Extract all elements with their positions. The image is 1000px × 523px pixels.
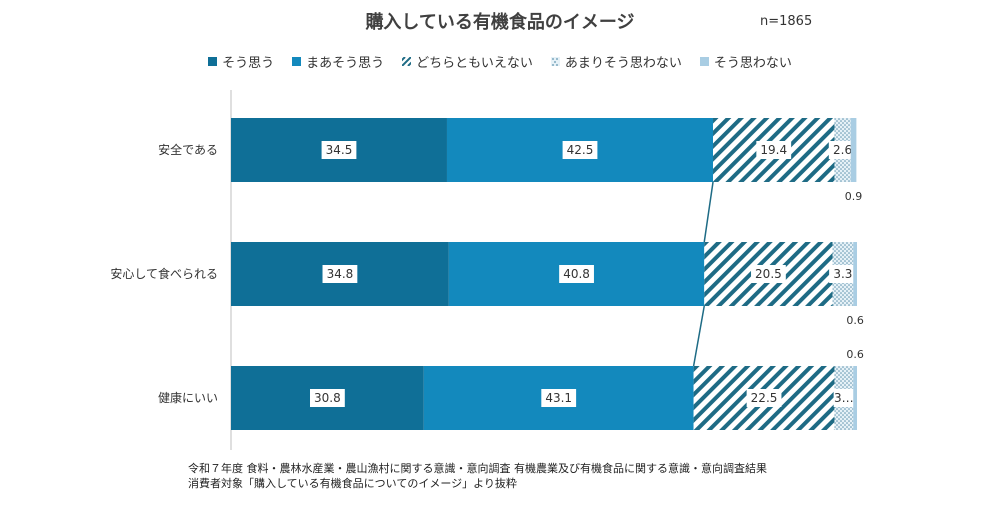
legend-label: どちらともいえない [416, 56, 533, 71]
data-label: 0.6 [846, 314, 864, 327]
data-label: 3.3 [833, 267, 852, 281]
data-label: 40.8 [563, 267, 590, 281]
data-label: 0.6 [846, 348, 864, 361]
series-line [692, 305, 705, 367]
bar-segment [850, 118, 857, 182]
data-label: 42.5 [567, 143, 594, 157]
category-label: 安心して食べられる [110, 266, 218, 281]
legend-label: そう思わない [713, 56, 792, 71]
data-label-bg [756, 141, 792, 159]
category-label: 安全である [158, 142, 218, 157]
legend-swatch-strongly-agree [208, 57, 218, 66]
data-label: 3… [834, 391, 854, 405]
category-label: 健康にいい [158, 390, 218, 405]
data-label-bg [829, 265, 857, 283]
stacked-bar-chart: 安全である 34.5 42.5 19.4 2.6 0.9 安心して食べられる 34.8 40.8… [110, 90, 864, 450]
data-label-bg [828, 141, 857, 159]
data-label: 34.5 [326, 143, 353, 157]
data-label-bg [746, 389, 782, 407]
data-label: 2.6 [833, 143, 852, 157]
data-label: 20.5 [755, 267, 782, 281]
data-label-bg [833, 389, 855, 407]
legend-item-strongly-agree: そう思う [208, 52, 274, 71]
chart-title: 購入している有機食品のイメージ [365, 12, 635, 33]
source-line-1: 令和７年度 食料・農林水産業・農山漁村に関する意識・意向調査 有機農業及び有機食… [188, 462, 767, 475]
legend-item-somewhat-agree: まあそう思う [292, 52, 384, 71]
data-label-bg [321, 141, 357, 159]
legend-item-neutral: どちらともいえない [402, 52, 533, 71]
data-label-bg [541, 389, 577, 407]
legend-swatch-disagree [699, 57, 709, 66]
source-line-2: 消費者対象「購入している有機食品についてのイメージ」より抜粋 [188, 477, 517, 490]
data-label: 19.4 [760, 143, 787, 157]
data-label: 30.8 [314, 391, 341, 405]
legend-label: あまりそう思わない [564, 56, 682, 71]
data-label-bg [559, 265, 594, 283]
legend-label: まあそう思う [306, 56, 385, 71]
legend-swatch-somewhat-agree [292, 57, 302, 66]
legend-swatch-neutral [402, 57, 412, 66]
legend-item-disagree: そう思わない [699, 52, 792, 71]
data-label-bg [562, 141, 598, 159]
source-note: 令和７年度 食料・農林水産業・農山漁村に関する意識・意向調査 有機農業及び有機食… [188, 461, 767, 491]
data-label: 34.8 [327, 267, 354, 281]
data-label-bg [322, 265, 358, 283]
bar-segment [853, 366, 857, 430]
legend: そう思う まあそう思う どちらともいえない あまりそう思わない そう思わない [0, 52, 1000, 71]
series-line [703, 181, 714, 243]
legend-item-somewhat-disagree: あまりそう思わない [550, 52, 682, 71]
data-label: 0.9 [845, 190, 863, 203]
data-label-bg [310, 389, 345, 407]
bar-segment [853, 242, 857, 306]
data-label: 22.5 [751, 391, 778, 405]
legend-swatch-somewhat-disagree [550, 57, 560, 66]
data-label-bg [751, 265, 786, 283]
sample-size: n=1865 [760, 14, 813, 29]
legend-label: そう思う [222, 56, 275, 71]
data-label: 43.1 [545, 391, 572, 405]
